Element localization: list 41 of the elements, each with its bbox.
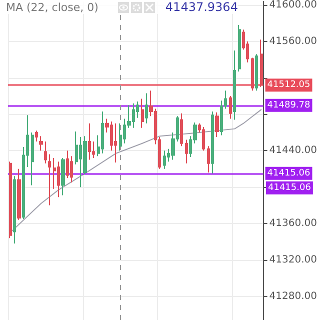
candlestick xyxy=(233,50,236,120)
candlestick xyxy=(35,130,38,142)
candlestick xyxy=(207,146,210,174)
candlestick xyxy=(141,98,144,128)
candlestick xyxy=(39,136,43,152)
candlestick xyxy=(114,122,117,163)
candlestick xyxy=(61,157,65,196)
ref-line-label: 41512.05 xyxy=(267,80,310,90)
candlestick xyxy=(163,150,166,170)
y-tick-label: 41440.00 xyxy=(269,145,318,156)
chart-title: MA (22, close, 0) xyxy=(6,0,98,14)
candlestick xyxy=(44,141,47,164)
candlestick xyxy=(229,96,232,120)
candlestick xyxy=(66,150,69,178)
candlestick xyxy=(57,161,60,198)
ref-line-label: 41489.78 xyxy=(267,100,310,110)
candlestick xyxy=(211,111,214,174)
y-tick-label: 41360.00 xyxy=(269,218,318,229)
candlestick xyxy=(9,161,12,239)
candlestick xyxy=(13,176,16,244)
ref-line-label: 41415.06 xyxy=(267,168,310,178)
candlestick xyxy=(238,24,241,72)
candlestick xyxy=(31,132,34,186)
annotation: 41437.9364 xyxy=(165,0,238,14)
y-tick-label: 41600.00 xyxy=(269,0,318,10)
candlestick xyxy=(180,112,183,147)
candlestick xyxy=(215,112,219,138)
candlestick xyxy=(145,92,148,124)
candlestick xyxy=(88,122,91,160)
y-tick-label: 41560.00 xyxy=(269,36,318,47)
candlestick xyxy=(17,168,21,220)
candlestick xyxy=(119,122,122,152)
line-series xyxy=(10,109,262,234)
candlestick xyxy=(185,139,188,164)
y-tick-label: 41320.00 xyxy=(269,254,318,266)
y-tick-label: 41280.00 xyxy=(269,290,318,302)
text: 41415.06 xyxy=(268,182,312,193)
candlestick xyxy=(202,126,205,152)
candlestick xyxy=(255,54,258,92)
candlestick xyxy=(48,154,51,206)
candlestick xyxy=(101,111,104,154)
